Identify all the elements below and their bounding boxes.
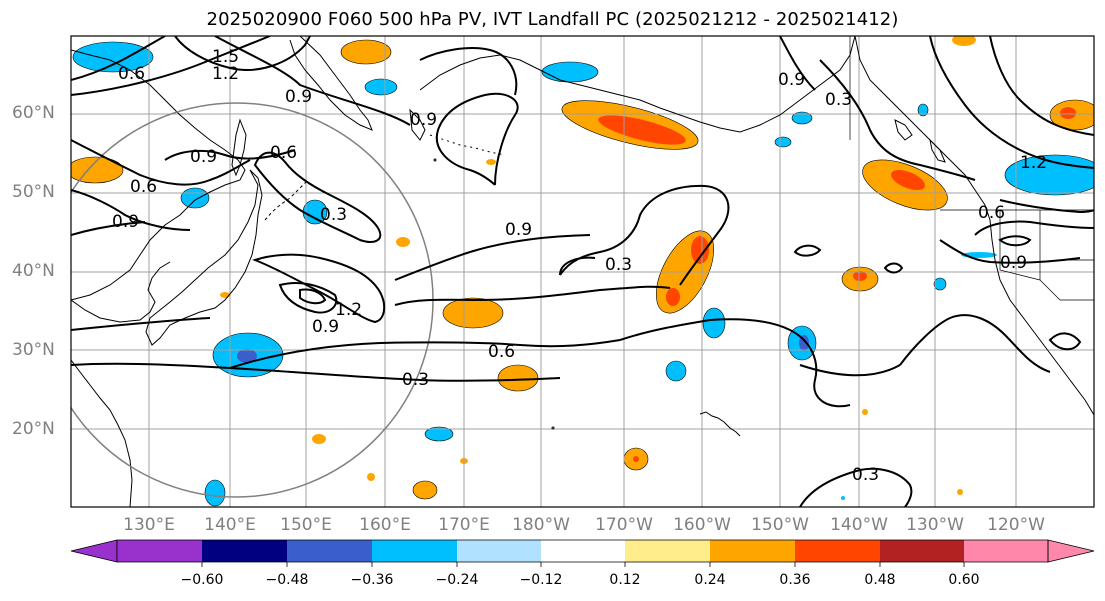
contour-label: 0.9 bbox=[285, 87, 312, 107]
lon-label: 160°E bbox=[359, 515, 411, 535]
colorbar-tick-label: 0.36 bbox=[779, 572, 811, 588]
contour-label: 0.3 bbox=[402, 370, 429, 390]
colorbar-segment bbox=[541, 540, 625, 562]
colorbar-tick-label: −0.60 bbox=[180, 572, 224, 588]
contour-label: 0.9 bbox=[190, 147, 217, 167]
colorbar-tick-label: −0.24 bbox=[435, 572, 479, 588]
contour-label: 1.2 bbox=[335, 300, 362, 320]
lat-label: 20°N bbox=[12, 419, 55, 439]
lon-label: 140°E bbox=[204, 515, 256, 535]
lat-label: 50°N bbox=[12, 182, 55, 202]
contour-label: 0.3 bbox=[320, 205, 347, 225]
contour-label: 0.9 bbox=[410, 110, 437, 130]
contour-label-group: 1.5 1.2 0.6 0.9 0.6 0.6 0.9 0.9 0.3 0.9 … bbox=[112, 47, 1047, 485]
lon-label: 150°E bbox=[280, 515, 332, 535]
colorbar-tick-label: 0.24 bbox=[694, 572, 726, 588]
colorbar-tick-label: 0.12 bbox=[609, 572, 641, 588]
colorbar-tick-label: −0.12 bbox=[519, 572, 563, 588]
colorbar-segment bbox=[964, 540, 1048, 562]
lat-label: 30°N bbox=[12, 340, 55, 360]
contour-label: 0.6 bbox=[118, 64, 145, 84]
colorbar-segment bbox=[202, 540, 287, 562]
contour-label: 0.6 bbox=[488, 342, 515, 362]
lon-label: 160°W bbox=[673, 515, 731, 535]
lon-label: 120°W bbox=[987, 515, 1045, 535]
lon-label: 130°E bbox=[123, 515, 175, 535]
contour-label: 0.9 bbox=[112, 212, 139, 232]
colorbar-segment bbox=[457, 540, 541, 562]
contour-label: 0.9 bbox=[778, 70, 805, 90]
lon-label: 180°W bbox=[512, 515, 570, 535]
contour-label: 0.3 bbox=[852, 465, 879, 485]
contour-label: 0.9 bbox=[1000, 253, 1027, 273]
colorbar-segment bbox=[710, 540, 795, 562]
lon-label: 170°E bbox=[438, 515, 490, 535]
contour-label: 0.6 bbox=[130, 177, 157, 197]
contour-label: 1.2 bbox=[212, 64, 239, 84]
lat-label: 40°N bbox=[12, 261, 55, 281]
colorbar-extend-low bbox=[70, 539, 118, 563]
map-frame bbox=[70, 35, 1095, 508]
lon-label: 150°W bbox=[751, 515, 809, 535]
contour-label: 0.6 bbox=[270, 143, 297, 163]
colorbar bbox=[70, 539, 1095, 567]
contour-label: 1.2 bbox=[1020, 153, 1047, 173]
contour-label: 0.9 bbox=[312, 317, 339, 337]
colorbar-segment bbox=[117, 540, 202, 562]
colorbar-tick-label: 0.60 bbox=[948, 572, 980, 588]
colorbar-segment bbox=[287, 540, 372, 562]
colorbar-segment bbox=[625, 540, 710, 562]
colorbar-segment bbox=[880, 540, 964, 562]
contour-label: 0.6 bbox=[978, 203, 1005, 223]
pv-contours bbox=[71, 36, 1094, 507]
contour-label: 0.3 bbox=[605, 255, 632, 275]
colorbar-tick-label: −0.36 bbox=[350, 572, 394, 588]
colorbar-tick-label: 0.48 bbox=[864, 572, 896, 588]
colorbar-extend-high bbox=[1047, 539, 1095, 563]
contour-label: 1.5 bbox=[212, 47, 239, 67]
colorbar-segment bbox=[372, 540, 457, 562]
lon-label: 140°W bbox=[830, 515, 888, 535]
colorbar-tick-label: −0.48 bbox=[265, 572, 309, 588]
map-title: 2025020900 F060 500 hPa PV, IVT Landfall… bbox=[206, 9, 899, 30]
lat-label: 60°N bbox=[12, 103, 55, 123]
shaded-anomalies bbox=[71, 36, 1094, 507]
lon-label: 130°W bbox=[906, 515, 964, 535]
contour-label: 0.3 bbox=[825, 90, 852, 110]
colorbar-segment bbox=[795, 540, 880, 562]
lon-label: 170°W bbox=[595, 515, 653, 535]
coastlines bbox=[71, 36, 1094, 507]
contour-label: 0.9 bbox=[505, 220, 532, 240]
